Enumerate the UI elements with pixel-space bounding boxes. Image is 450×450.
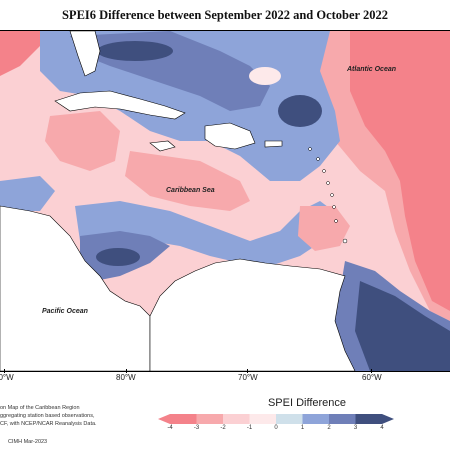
legend-swatch bbox=[329, 414, 356, 424]
map-canvas bbox=[0, 31, 450, 371]
credit-text: CIMH Mar-2023 bbox=[8, 439, 48, 445]
legend-tick-label: 0 bbox=[274, 425, 278, 431]
legend-swatch bbox=[355, 414, 382, 424]
legend-tick-label: -2 bbox=[220, 425, 226, 431]
jamaica-land bbox=[149, 140, 176, 152]
lon-label-80w: 80°W bbox=[116, 373, 136, 382]
lon-label-70w: 70°W bbox=[238, 373, 258, 382]
guianas-deep-zone bbox=[355, 281, 450, 371]
central-america-land bbox=[0, 205, 151, 371]
panama-deep-zone bbox=[96, 248, 140, 266]
yucatan-positive-zone bbox=[0, 176, 55, 211]
legend-swatch bbox=[170, 414, 197, 424]
lon-tick bbox=[126, 369, 127, 373]
footnote-line-2: ggregating station based observations, bbox=[0, 413, 95, 419]
lon-label-90w: 90°W bbox=[0, 373, 14, 382]
atlantic-strong-negative-zone bbox=[350, 31, 450, 311]
lon-label-60w: 60°W bbox=[362, 373, 382, 382]
southern-positive-zone bbox=[75, 201, 340, 266]
map-title: SPEI6 Difference between September 2022 … bbox=[61, 8, 388, 22]
caribbean-sea-label: Caribbean Sea bbox=[166, 187, 215, 194]
atlantic-ocean-label: Atlantic Ocean bbox=[347, 66, 397, 73]
venezuela-negative-zone bbox=[298, 206, 350, 251]
footnote-line-1: on Map of the Caribbean Region bbox=[0, 405, 80, 411]
legend-title: SPEI Difference bbox=[267, 397, 347, 409]
lesser-antilles bbox=[308, 147, 348, 244]
legend-tick-label: 4 bbox=[380, 425, 384, 431]
pacific-ocean-label: Pacific Ocean bbox=[42, 308, 88, 315]
spei-map bbox=[0, 30, 450, 372]
legend-tick-label: -4 bbox=[167, 425, 173, 431]
cuba-land bbox=[54, 90, 186, 120]
legend-colorbar bbox=[158, 414, 394, 424]
legend-arrow-left bbox=[158, 414, 170, 424]
legend-arrow-right bbox=[382, 414, 394, 424]
legend-swatch bbox=[276, 414, 303, 424]
bahamas-deep-zone bbox=[97, 41, 173, 61]
legend-tick-label: -1 bbox=[246, 425, 253, 431]
legend-tick-label: -3 bbox=[193, 425, 200, 431]
legend-tick-label: 2 bbox=[327, 425, 331, 431]
legend-swatch bbox=[223, 414, 250, 424]
footnote-line-3: CF, with NCEP/NCAR Reanalysis Data. bbox=[0, 421, 97, 427]
legend-tick-label: 1 bbox=[300, 425, 305, 431]
legend-swatch bbox=[249, 414, 276, 424]
legend-swatch bbox=[196, 414, 223, 424]
legend-tick-label: 3 bbox=[353, 425, 358, 431]
lon-tick bbox=[4, 369, 5, 373]
atlantic-deep-zone bbox=[278, 95, 322, 127]
lon-tick bbox=[247, 369, 248, 373]
hispaniola-land bbox=[204, 122, 256, 150]
florida-land bbox=[69, 31, 101, 77]
legend-swatch bbox=[302, 414, 329, 424]
lon-tick bbox=[371, 369, 372, 373]
caribbean-negative-zone bbox=[45, 111, 120, 171]
south-america-land bbox=[149, 258, 356, 371]
neutral-patch bbox=[249, 67, 281, 85]
puerto-rico-land bbox=[264, 140, 283, 148]
central-negative-zone bbox=[125, 151, 250, 211]
